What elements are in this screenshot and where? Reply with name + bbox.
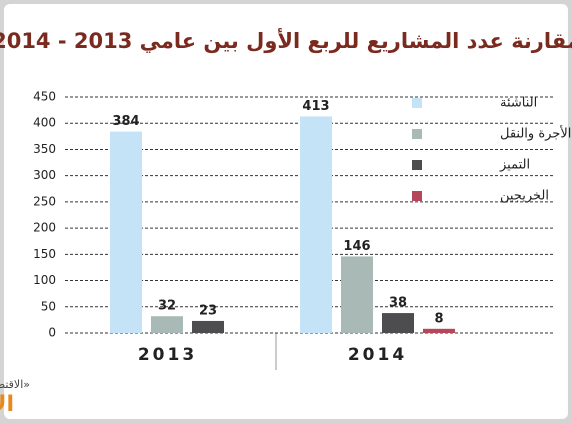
y-tick-label: 350	[33, 142, 56, 156]
legend-label: الخريجين	[500, 189, 549, 204]
y-tick-label: 50	[41, 299, 56, 313]
bar	[300, 116, 332, 333]
legend-swatch	[412, 98, 422, 108]
value-label: 32	[158, 299, 176, 314]
y-tick-label: 300	[33, 168, 56, 182]
legend-label: الأجرة والنقل	[500, 125, 571, 142]
y-tick-label: 0	[48, 326, 56, 340]
x-tick-label: 2013	[138, 345, 197, 365]
value-label: 8	[434, 311, 443, 326]
legend-swatch	[412, 129, 422, 139]
legend-label: الناشئة	[500, 96, 537, 111]
bar	[151, 316, 183, 333]
chart-title: مقارنة عدد المشاريع للربع الأول بين عامي…	[0, 27, 572, 53]
value-label: 384	[112, 114, 139, 129]
value-label: 38	[389, 296, 407, 311]
y-tick-label: 450	[33, 90, 56, 104]
y-tick-label: 100	[33, 273, 56, 287]
legend-swatch	[412, 191, 422, 201]
logo: الاقتصادية	[0, 392, 14, 417]
bar	[192, 320, 224, 333]
legend-label: التميز	[499, 158, 530, 173]
value-label: 146	[343, 239, 370, 254]
value-label: 23	[199, 303, 217, 318]
bar	[423, 328, 455, 333]
bar	[382, 313, 414, 333]
y-tick-label: 400	[33, 116, 56, 130]
bar	[110, 131, 142, 333]
y-tick-label: 250	[33, 194, 56, 208]
x-tick-label: 2014	[348, 345, 407, 365]
logo-small: «الاقتصادية»	[0, 378, 30, 391]
y-tick-label: 150	[33, 247, 56, 261]
value-label: 413	[302, 99, 329, 114]
panel	[4, 4, 568, 419]
bar	[341, 256, 373, 333]
y-tick-label: 200	[33, 221, 56, 235]
legend-swatch	[412, 160, 422, 170]
